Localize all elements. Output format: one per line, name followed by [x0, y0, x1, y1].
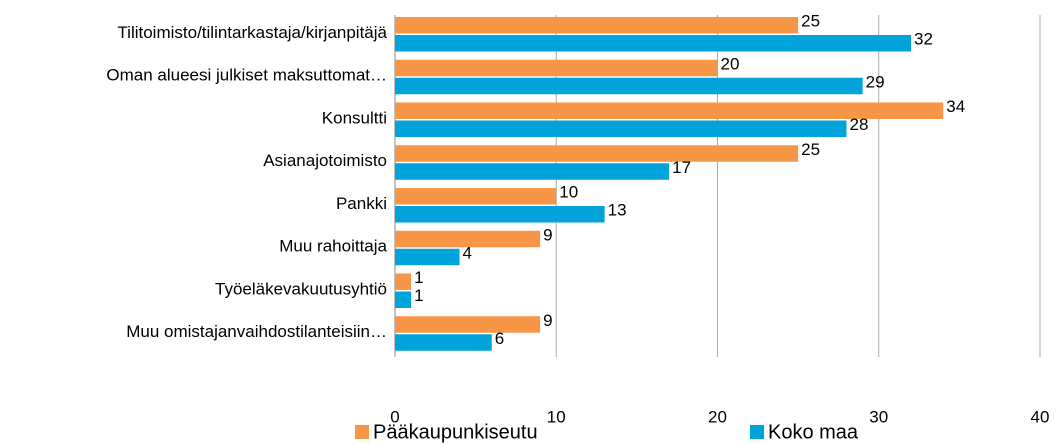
legend-label: Koko maa [768, 421, 859, 443]
bar [395, 206, 605, 223]
y-tick-label: Oman alueesi julkiset maksuttomat… [106, 66, 387, 85]
data-label: 20 [721, 54, 740, 73]
legend-label: Pääkaupunkiseutu [373, 421, 538, 443]
legend-swatch [750, 425, 764, 439]
data-label: 10 [559, 183, 578, 202]
bar [395, 120, 847, 137]
bar [395, 316, 541, 333]
data-label: 17 [672, 158, 691, 177]
bar [395, 273, 412, 290]
data-label: 32 [914, 30, 933, 49]
data-label: 9 [543, 225, 552, 244]
bar [395, 230, 541, 248]
bar [395, 17, 799, 34]
data-label: 25 [801, 140, 820, 159]
bar [395, 77, 863, 95]
data-label: 28 [850, 115, 869, 134]
x-tick-label: 30 [869, 407, 888, 426]
data-label: 13 [608, 201, 627, 220]
bar [395, 59, 718, 77]
bar [395, 145, 799, 162]
y-tick-label: Asianajotoimisto [263, 151, 387, 170]
bar [395, 102, 944, 119]
data-label: 9 [543, 311, 552, 330]
data-label: 1 [414, 268, 423, 287]
y-tick-label: Työeläkevakuutusyhtiö [215, 279, 387, 298]
bar [395, 163, 670, 180]
y-tick-label: Pankki [336, 194, 387, 213]
x-tick-label: 10 [547, 407, 566, 426]
x-tick-label: 0 [390, 407, 399, 426]
data-label: 25 [801, 12, 820, 31]
data-label: 6 [495, 329, 504, 348]
bar [395, 248, 460, 266]
bar [395, 334, 492, 351]
y-tick-label: Konsultti [322, 108, 387, 127]
data-label: 29 [866, 72, 885, 91]
y-tick-label: Tilitoimisto/tilintarkastaja/kirjanpitäj… [117, 23, 387, 42]
x-tick-label: 40 [1031, 407, 1050, 426]
data-label: 4 [463, 243, 472, 262]
y-tick-label: Muu omistajanvaihdostilanteisiin… [126, 322, 387, 341]
bar [395, 35, 911, 52]
bar [395, 188, 557, 205]
y-tick-label: Muu rahoittaja [279, 237, 387, 256]
bar [395, 291, 412, 308]
x-tick-label: 20 [708, 407, 727, 426]
data-label: 1 [414, 286, 423, 305]
data-label: 34 [946, 97, 965, 116]
legend-swatch [355, 425, 369, 439]
